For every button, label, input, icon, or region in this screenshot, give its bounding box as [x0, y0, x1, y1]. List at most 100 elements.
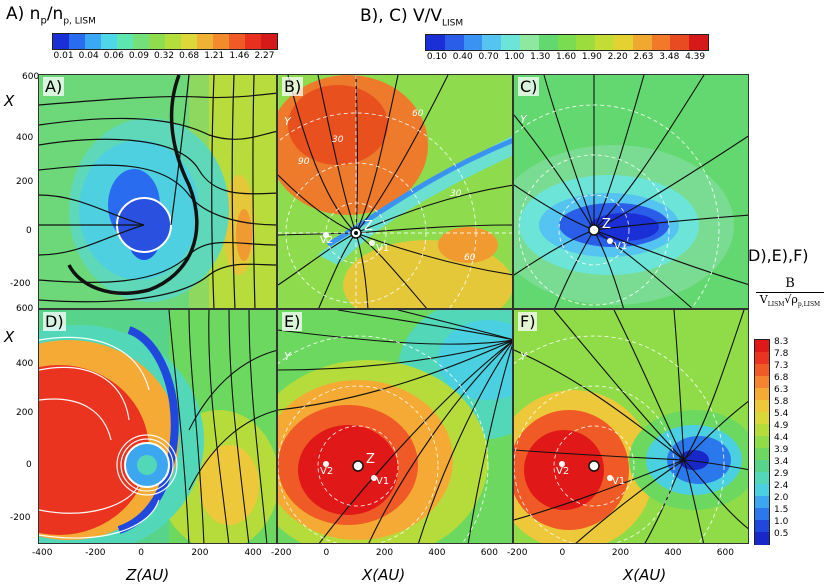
colorbar-swatch: [181, 34, 197, 49]
contour-label: 60: [412, 109, 424, 119]
colorbar-tick-label: 5.4: [774, 409, 789, 419]
colorbar-tick-label: 1.30: [530, 52, 551, 62]
v2-marker: V2: [556, 466, 570, 477]
y-axis-marker: Y: [520, 113, 527, 126]
panel-b-label: B): [282, 77, 304, 96]
contour-label: 30: [332, 135, 344, 145]
colorbar-swatch: [755, 352, 769, 365]
y-tick: 0: [26, 226, 32, 236]
x-tick-label: -200: [85, 548, 106, 558]
colorbar-swatch: [613, 35, 633, 50]
colorbar-swatch: [213, 34, 229, 49]
colorbar-tick-label: 0.10: [426, 52, 447, 62]
colorbar-tick-label: 0.09: [128, 51, 149, 61]
field-colorbar-ticks: 8.3 7.8 7.3 6.8 6.3 5.8 5.4 4.9 4.4 3.9 3.4 2.9 2.4 2…: [774, 336, 814, 548]
colorbar-swatch: [133, 34, 149, 49]
colorbar-tick-label: 0.04: [78, 51, 99, 61]
colorbar-swatch: [229, 34, 245, 49]
colorbar-tick-label: 0.32: [154, 51, 175, 61]
colorbar-swatch: [557, 35, 577, 50]
colorbar-swatch: [53, 34, 69, 49]
colorbar-tick-label: 8.3: [774, 337, 789, 347]
colorbar-tick-label: 1.46: [229, 51, 250, 61]
density-colorbar: [52, 33, 278, 50]
colorbar-swatch: [755, 460, 769, 473]
x-tick-label: 200: [611, 548, 630, 558]
x-tick-label: 400: [244, 548, 262, 558]
y-tick: 400: [16, 133, 34, 143]
velocity-colorbar: [425, 34, 709, 51]
colorbar-tick-label: 2.9: [774, 469, 789, 479]
colorbar-tick-label: 3.9: [774, 445, 789, 455]
y-tick: 200: [16, 177, 34, 187]
colorbar-tick-label: 7.3: [774, 361, 789, 371]
colorbar-tick-label: 0.70: [478, 52, 499, 62]
field-title: D),E),F): [748, 246, 809, 265]
colorbar-swatch: [261, 34, 277, 49]
z-axis-marker: Z: [602, 217, 611, 232]
x-tick-label: 0: [559, 548, 566, 558]
x-tick-label: 600: [716, 548, 734, 558]
v2-marker: V2: [320, 235, 334, 246]
colorbar-swatch: [117, 34, 133, 49]
colorbar-swatch: [755, 388, 769, 401]
colorbar-tick-label: 4.9: [774, 421, 789, 431]
x-tick-label: 0: [323, 548, 330, 558]
y-tick: -200: [10, 513, 31, 523]
colorbar-tick-label: 0.06: [103, 51, 124, 61]
colorbar-swatch: [755, 376, 769, 389]
panel-c: C) Y Z V1: [513, 74, 749, 309]
contour-label: 30: [450, 189, 462, 199]
x-tick-label: -200: [271, 548, 292, 558]
colorbar-swatch: [755, 508, 769, 521]
panel-e: E) Y Z V1 V2: [277, 309, 513, 544]
x-tick-label: 0: [138, 548, 144, 558]
v1-marker: V1: [376, 476, 390, 487]
field-fraction: B VLISM√ρp,LISM: [756, 276, 824, 308]
x-tick-label: 200: [191, 548, 209, 558]
contour-label: 90: [298, 157, 310, 167]
colorbar-tick-label: 3.48: [659, 52, 680, 62]
y-axis-marker: Y: [284, 350, 291, 363]
colorbar-swatch: [755, 340, 769, 353]
z-axis-marker: Z: [366, 452, 375, 467]
colorbar-tick-label: 0.40: [452, 52, 473, 62]
colorbar-tick-label: 2.0: [774, 493, 789, 503]
y-tick: 400: [16, 359, 34, 369]
colorbar-swatch: [755, 496, 769, 509]
colorbar-swatch: [463, 35, 483, 50]
panel-f-label: F): [518, 312, 538, 331]
x-axis-label-right: X(AU): [623, 566, 667, 584]
x-ticks-mid: -200 0 200 400 600: [271, 548, 513, 560]
density-title: A) np/np, LISM: [6, 4, 96, 27]
colorbar-tick-label: 1.00: [504, 52, 525, 62]
v2-marker: V2: [320, 466, 334, 477]
x-tick-label: -400: [32, 548, 53, 558]
colorbar-swatch: [426, 35, 445, 50]
colorbar-swatch: [482, 35, 502, 50]
velocity-title: B), C) V/VLISM: [360, 6, 464, 29]
x-tick-label: 600: [480, 548, 498, 558]
colorbar-swatch: [755, 448, 769, 461]
panel-a: A): [38, 74, 277, 309]
x-ticks-right: -200 0 200 400 600: [507, 548, 749, 560]
colorbar-tick-label: 2.20: [607, 52, 628, 62]
colorbar-swatch: [755, 424, 769, 437]
colorbar-swatch: [519, 35, 539, 50]
field-colorbar: [754, 339, 770, 545]
panel-d: D): [38, 309, 277, 544]
colorbar-tick-label: 3.4: [774, 457, 789, 467]
colorbar-swatch: [689, 35, 708, 50]
x-tick-label: 200: [375, 548, 394, 558]
colorbar-swatch: [632, 35, 652, 50]
contour-label: 60: [464, 253, 476, 263]
x-tick-label: 400: [428, 548, 446, 558]
colorbar-tick-label: 2.4: [774, 481, 789, 491]
colorbar-swatch: [755, 484, 769, 497]
colorbar-swatch: [755, 520, 769, 533]
colorbar-swatch: [197, 34, 213, 49]
x-tick-label: 400: [664, 548, 682, 558]
colorbar-tick-label: 1.21: [204, 51, 225, 61]
colorbar-swatch: [149, 34, 165, 49]
colorbar-swatch: [595, 35, 614, 50]
